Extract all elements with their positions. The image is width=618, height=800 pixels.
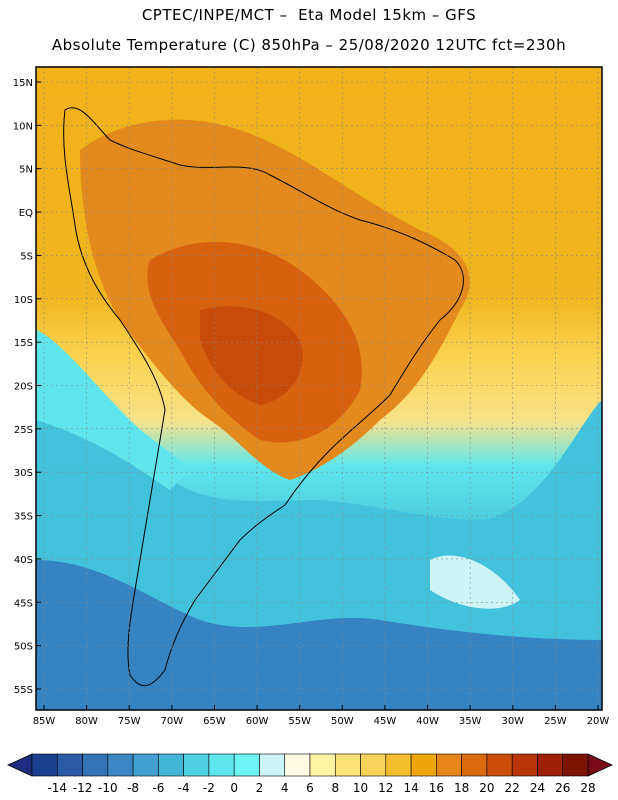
colorbar-swatch (461, 753, 488, 777)
lat-label: 5N (19, 165, 33, 176)
colorbar-label: 8 (331, 781, 339, 795)
lon-label: 45W (374, 716, 397, 727)
map-title: CPTEC/INPE/MCT – Eta Model 15km – GFS (141, 6, 477, 24)
colorbar-label: 26 (555, 781, 570, 795)
lon-label: 40W (416, 716, 439, 727)
lat-label: 5S (20, 251, 33, 262)
colorbar-label: 2 (256, 781, 264, 795)
colorbar-label: 14 (403, 781, 418, 795)
lat-label: 10N (13, 121, 33, 132)
colorbar-label: 12 (378, 781, 393, 795)
lat-label: 40S (14, 555, 33, 566)
colorbar-swatch (486, 753, 513, 777)
colorbar-swatch (309, 753, 336, 777)
colorbar-label: -14 (47, 781, 67, 795)
cyan-band (36, 330, 190, 490)
lat-label: 45S (14, 598, 33, 609)
colorbar-swatch (360, 753, 387, 777)
lon-label: 50W (331, 716, 354, 727)
colorbar-swatch (31, 753, 58, 777)
colorbar-label: -6 (152, 781, 164, 795)
lon-label: 55W (288, 716, 311, 727)
colorbar-swatch (436, 753, 462, 777)
colorbar-swatch (562, 753, 589, 777)
colorbar-swatch (537, 753, 564, 777)
lat-label: 30S (14, 468, 33, 479)
colorbar-high-arrow (587, 753, 613, 777)
colorbar: -14 -12 -10 -8 -6 -4 -2 0 2 4 6 8 10 12 14 16 18 20 22 24 26… (7, 753, 613, 795)
lon-label: 70W (161, 716, 184, 727)
lon-label: 80W (75, 716, 98, 727)
colorbar-label: 20 (479, 781, 494, 795)
lat-label: 25S (14, 425, 33, 436)
colorbar-label: -4 (178, 781, 190, 795)
lon-label: 85W (33, 716, 56, 727)
lat-label: 15S (14, 338, 33, 349)
colorbar-label: -8 (127, 781, 139, 795)
temperature-map: 15N 10N 5N EQ 5S 10S 15S 20S 25S 30S 35S 40S 45S 50S 5… (13, 66, 610, 727)
colorbar-label: 6 (306, 781, 314, 795)
lat-label: 20S (14, 382, 33, 393)
colorbar-swatch (132, 753, 159, 777)
cold-core-region (36, 560, 602, 710)
lon-label: 25W (544, 716, 567, 727)
colorbar-swatch (233, 753, 260, 777)
lat-label: 10S (14, 295, 33, 306)
colorbar-swatch (82, 753, 109, 777)
colorbar-swatch (208, 753, 235, 777)
colorbar-label: 24 (530, 781, 545, 795)
colorbar-label: 10 (353, 781, 368, 795)
colorbar-swatch (56, 753, 83, 777)
colorbar-swatch (259, 753, 286, 777)
lon-label: 20W (587, 716, 610, 727)
map-frame (35, 66, 603, 711)
colorbar-swatch (410, 753, 437, 777)
map-subtitle: Absolute Temperature (C) 850hPa – 25/08/… (51, 36, 567, 54)
lon-label: 30W (501, 716, 524, 727)
lon-label: 60W (246, 716, 269, 727)
colorbar-label: 22 (505, 781, 520, 795)
colorbar-label: -10 (98, 781, 118, 795)
lat-label: 50S (14, 642, 33, 653)
colorbar-label: -12 (73, 781, 93, 795)
colorbar-swatch (158, 753, 184, 777)
colorbar-label: 16 (429, 781, 444, 795)
colorbar-label: 0 (230, 781, 238, 795)
colorbar-low-arrow (7, 753, 33, 777)
lat-label: 15N (13, 78, 33, 89)
lon-label: 65W (203, 716, 226, 727)
colorbar-label: 28 (580, 781, 595, 795)
hottest-core (200, 306, 303, 405)
colorbar-label: -2 (203, 781, 215, 795)
lat-label: EQ (19, 208, 33, 219)
lon-label: 75W (118, 716, 141, 727)
cyan-tongue (430, 555, 520, 609)
colorbar-swatch (511, 753, 538, 777)
colorbar-label: 4 (281, 781, 289, 795)
colorbar-swatch (183, 753, 210, 777)
colorbar-swatch (284, 753, 311, 777)
lon-label: 35W (459, 716, 482, 727)
colorbar-swatch (385, 753, 412, 777)
south-america-outline (63, 107, 464, 687)
lat-label: 35S (14, 512, 33, 523)
colorbar-label: 18 (454, 781, 469, 795)
lat-label: 55S (14, 685, 33, 696)
colorbar-swatch (334, 753, 361, 777)
colorbar-swatch (107, 753, 134, 777)
